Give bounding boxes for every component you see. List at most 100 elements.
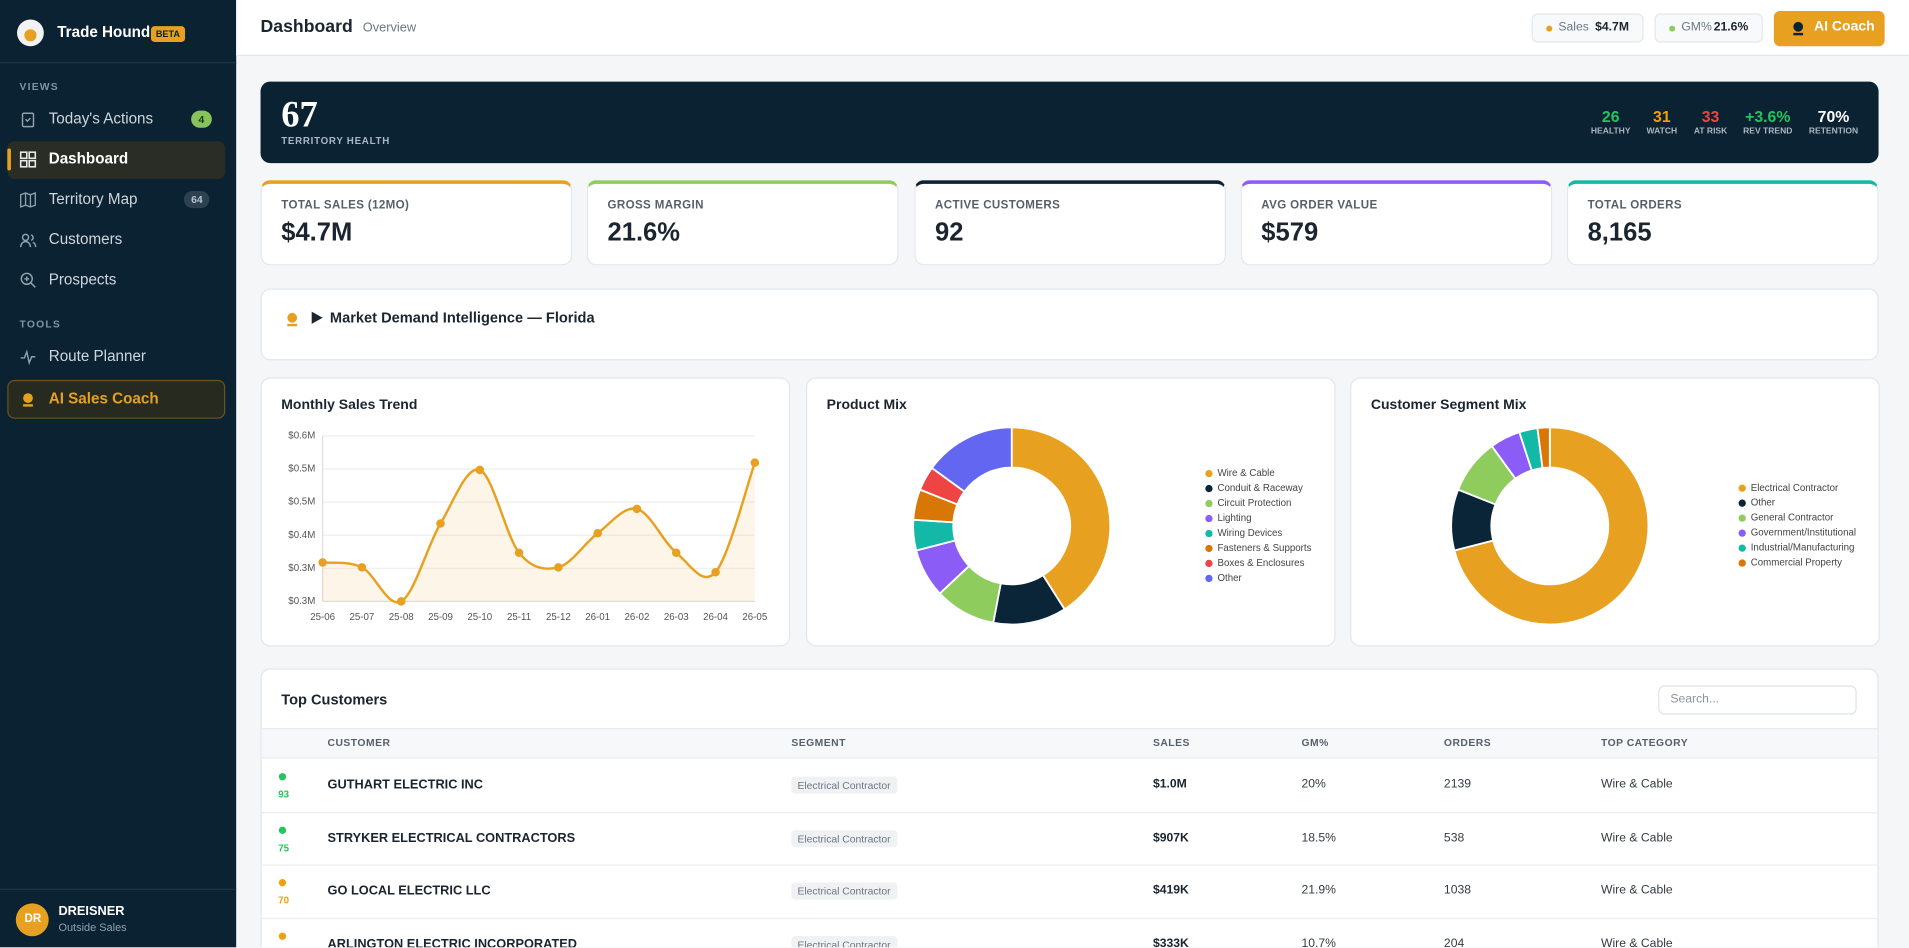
health-stat-label: WATCH: [1646, 127, 1678, 137]
cell-sales: $907K: [1152, 830, 1189, 845]
cell-gm: 10.7%: [1301, 936, 1337, 948]
kpi-label: TOTAL ORDERS: [1587, 198, 1682, 213]
cell-segment: Electrical Contractor: [791, 882, 897, 900]
icon: [19, 151, 37, 168]
page-title: Dashboard: [260, 17, 353, 37]
user-role: Outside Sales: [58, 921, 127, 934]
kpi-value: 21.6%: [607, 218, 681, 247]
cell-gm: 18.5%: [1301, 830, 1337, 845]
pill-label: Sales: [1558, 20, 1589, 35]
cell-orders: 204: [1443, 936, 1465, 948]
icon: [21, 112, 35, 128]
nav-item[interactable]: Today's Actions: [48, 110, 154, 128]
row-divider: [261, 864, 1878, 866]
nav-count: 64: [183, 191, 210, 209]
kpi-card: [1240, 180, 1553, 266]
cell-segment: Electrical Contractor: [791, 935, 897, 948]
icon: [23, 393, 33, 407]
icon: [287, 312, 298, 327]
sidebar-divider: [0, 62, 237, 64]
health-banner: [260, 81, 1879, 164]
cell-gm: 21.9%: [1301, 883, 1337, 898]
logo-mark: [24, 29, 37, 42]
nav-item[interactable]: AI Sales Coach: [48, 390, 159, 408]
health-stat-value: +3.6%: [1745, 107, 1791, 126]
chart-title: Monthly Sales Trend: [281, 398, 418, 413]
kpi-label: ACTIVE CUSTOMERS: [935, 198, 1061, 213]
search-box[interactable]: [1658, 685, 1857, 715]
section-title: VIEWS: [19, 80, 59, 93]
health-score: 93: [278, 789, 290, 801]
nav-active-bar: [7, 148, 11, 171]
column-header: ORDERS: [1443, 736, 1492, 749]
health-stat-value: 31: [1653, 107, 1671, 126]
cell-orders: 538: [1443, 830, 1465, 845]
pill-dot: [1669, 25, 1676, 32]
search-placeholder[interactable]: Search...: [1670, 692, 1720, 707]
nav-active[interactable]: [7, 141, 226, 179]
cell-customer[interactable]: STRYKER ELECTRICAL CONTRACTORS: [327, 830, 576, 846]
ai-coach-label[interactable]: AI Coach: [1814, 19, 1875, 35]
kpi-label: AVG ORDER VALUE: [1261, 198, 1378, 213]
column-header: TOP CATEGORY: [1600, 736, 1689, 749]
status-dot: [278, 773, 287, 781]
chart-title: Product Mix: [826, 398, 907, 413]
kpi-card: [914, 180, 1226, 266]
health-stat-value: 33: [1701, 107, 1720, 126]
cell-sales: $419K: [1152, 883, 1189, 898]
health-score: 67: [281, 94, 318, 136]
table-card: [260, 668, 1879, 948]
nav-coach[interactable]: [7, 379, 226, 419]
cell-category: Wire & Cable: [1600, 830, 1673, 845]
column-header: SEGMENT: [791, 736, 846, 749]
kpi-value: $579: [1261, 218, 1319, 247]
sidebar-divider: [0, 888, 237, 890]
kpi-value: 8,165: [1587, 218, 1652, 247]
cell-customer[interactable]: GO LOCAL ELECTRIC LLC: [327, 883, 491, 899]
nav-item[interactable]: Prospects: [48, 270, 117, 288]
kpi-card: [260, 180, 573, 266]
nav-item[interactable]: Territory Map: [48, 190, 138, 208]
health-stat-label: REV TREND: [1743, 127, 1793, 137]
cell-segment: Electrical Contractor: [791, 829, 897, 847]
cell-category: Wire & Cable: [1600, 936, 1673, 948]
ai-coach-button[interactable]: [1773, 10, 1885, 47]
kpi-card: [586, 180, 899, 266]
column-header: GM%: [1301, 736, 1329, 749]
kpi-value: $4.7M: [281, 218, 353, 247]
icon: [20, 349, 36, 366]
cell-gm: 20%: [1301, 777, 1326, 792]
kpi-label: TOTAL SALES (12MO): [281, 198, 410, 213]
nav-item[interactable]: Customers: [48, 230, 123, 248]
pill-value: 21.6%: [1713, 20, 1749, 35]
cell-orders: 1038: [1443, 883, 1472, 898]
icon: [20, 272, 36, 288]
chart-title: Customer Segment Mix: [1370, 398, 1527, 413]
row-divider: [261, 811, 1878, 813]
avatar: [15, 903, 49, 937]
icon: [19, 233, 37, 248]
cell-orders: 2139: [1443, 777, 1472, 792]
status-dot: [278, 931, 287, 940]
row-divider: [261, 917, 1878, 919]
nav-item[interactable]: Route Planner: [48, 347, 147, 365]
status-dot: [278, 826, 287, 834]
health-score: 70: [278, 895, 290, 907]
health-stat-label: HEALTHY: [1590, 127, 1631, 137]
pill-label: GM%: [1681, 20, 1712, 35]
column-header: CUSTOMER: [327, 736, 391, 749]
kpi-value: 92: [935, 218, 964, 247]
cell-category: Wire & Cable: [1600, 777, 1673, 792]
kpi-label: GROSS MARGIN: [607, 198, 704, 213]
page-subtitle: Overview: [362, 20, 417, 35]
market-title[interactable]: Market Demand Intelligence — Florida: [329, 308, 595, 327]
icon: [20, 192, 36, 208]
health-score: 75: [278, 842, 290, 854]
user-name: DREISNER: [58, 904, 125, 919]
cell-customer[interactable]: GUTHART ELECTRIC INC: [327, 777, 484, 793]
nav-item[interactable]: Dashboard: [48, 150, 129, 168]
cell-sales: $1.0M: [1152, 777, 1187, 792]
market-card[interactable]: [260, 288, 1879, 361]
cell-customer[interactable]: ARLINGTON ELECTRIC INCORPORATED: [327, 936, 578, 948]
